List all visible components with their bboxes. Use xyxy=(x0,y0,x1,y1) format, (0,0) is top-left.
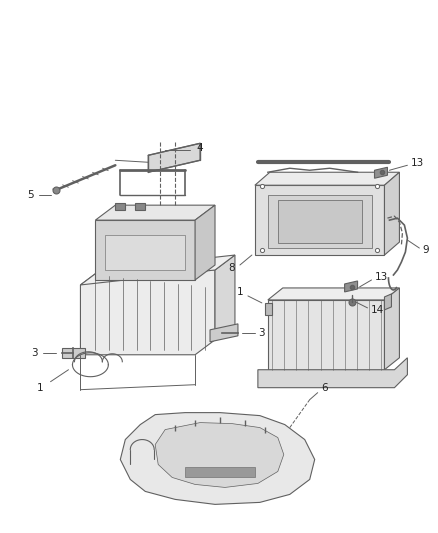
Polygon shape xyxy=(210,324,238,342)
Polygon shape xyxy=(95,220,195,280)
Polygon shape xyxy=(148,143,200,172)
Polygon shape xyxy=(135,203,145,210)
Text: 3: 3 xyxy=(31,348,38,358)
Polygon shape xyxy=(115,203,125,210)
Text: 13: 13 xyxy=(411,158,424,168)
Polygon shape xyxy=(255,172,399,185)
Text: 8: 8 xyxy=(229,263,235,273)
Polygon shape xyxy=(155,423,284,487)
Polygon shape xyxy=(265,303,272,315)
Text: 14: 14 xyxy=(371,305,384,315)
Polygon shape xyxy=(185,467,255,478)
Polygon shape xyxy=(268,288,399,300)
Polygon shape xyxy=(268,300,385,370)
Polygon shape xyxy=(63,348,85,358)
Polygon shape xyxy=(268,195,371,248)
Polygon shape xyxy=(215,255,235,340)
Text: 6: 6 xyxy=(321,383,328,393)
Polygon shape xyxy=(374,167,388,178)
Text: 3: 3 xyxy=(258,328,265,338)
Polygon shape xyxy=(258,358,407,387)
Polygon shape xyxy=(385,294,392,310)
Text: 5: 5 xyxy=(27,190,34,200)
Text: 9: 9 xyxy=(422,245,429,255)
Polygon shape xyxy=(195,205,215,280)
Polygon shape xyxy=(120,413,314,504)
Polygon shape xyxy=(385,288,399,370)
Polygon shape xyxy=(81,270,215,355)
Text: 4: 4 xyxy=(197,143,203,154)
Polygon shape xyxy=(345,281,357,292)
Text: 1: 1 xyxy=(37,383,44,393)
Text: 1: 1 xyxy=(237,287,243,297)
Polygon shape xyxy=(255,185,385,255)
Polygon shape xyxy=(385,172,399,255)
Polygon shape xyxy=(106,235,185,270)
Polygon shape xyxy=(81,255,235,285)
Polygon shape xyxy=(95,205,215,220)
Text: 13: 13 xyxy=(375,272,388,282)
Polygon shape xyxy=(278,200,361,243)
